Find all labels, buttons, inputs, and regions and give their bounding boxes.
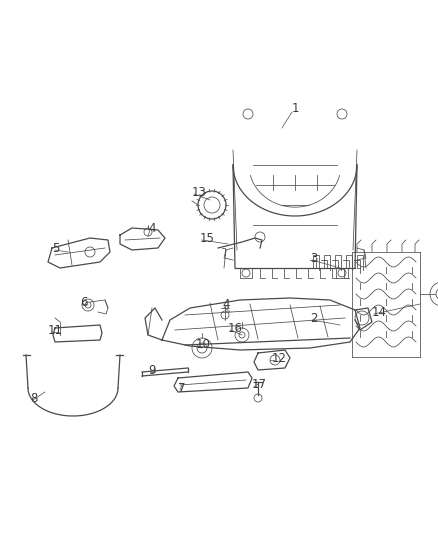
- Text: 3: 3: [310, 252, 318, 264]
- Text: 4: 4: [148, 222, 155, 235]
- Text: 13: 13: [192, 185, 207, 198]
- Text: 4: 4: [222, 298, 230, 311]
- Text: 15: 15: [200, 231, 215, 245]
- Text: 5: 5: [52, 241, 60, 254]
- Text: 7: 7: [178, 382, 186, 394]
- Text: 11: 11: [48, 324, 63, 336]
- Text: 8: 8: [30, 392, 37, 405]
- Text: 9: 9: [148, 364, 155, 376]
- Text: 12: 12: [272, 351, 287, 365]
- Text: 17: 17: [252, 378, 267, 392]
- Text: 14: 14: [372, 305, 387, 319]
- Text: 10: 10: [196, 338, 211, 351]
- Text: 2: 2: [310, 311, 318, 325]
- Text: 6: 6: [80, 295, 88, 309]
- Text: 1: 1: [292, 101, 300, 115]
- Text: 16: 16: [228, 321, 243, 335]
